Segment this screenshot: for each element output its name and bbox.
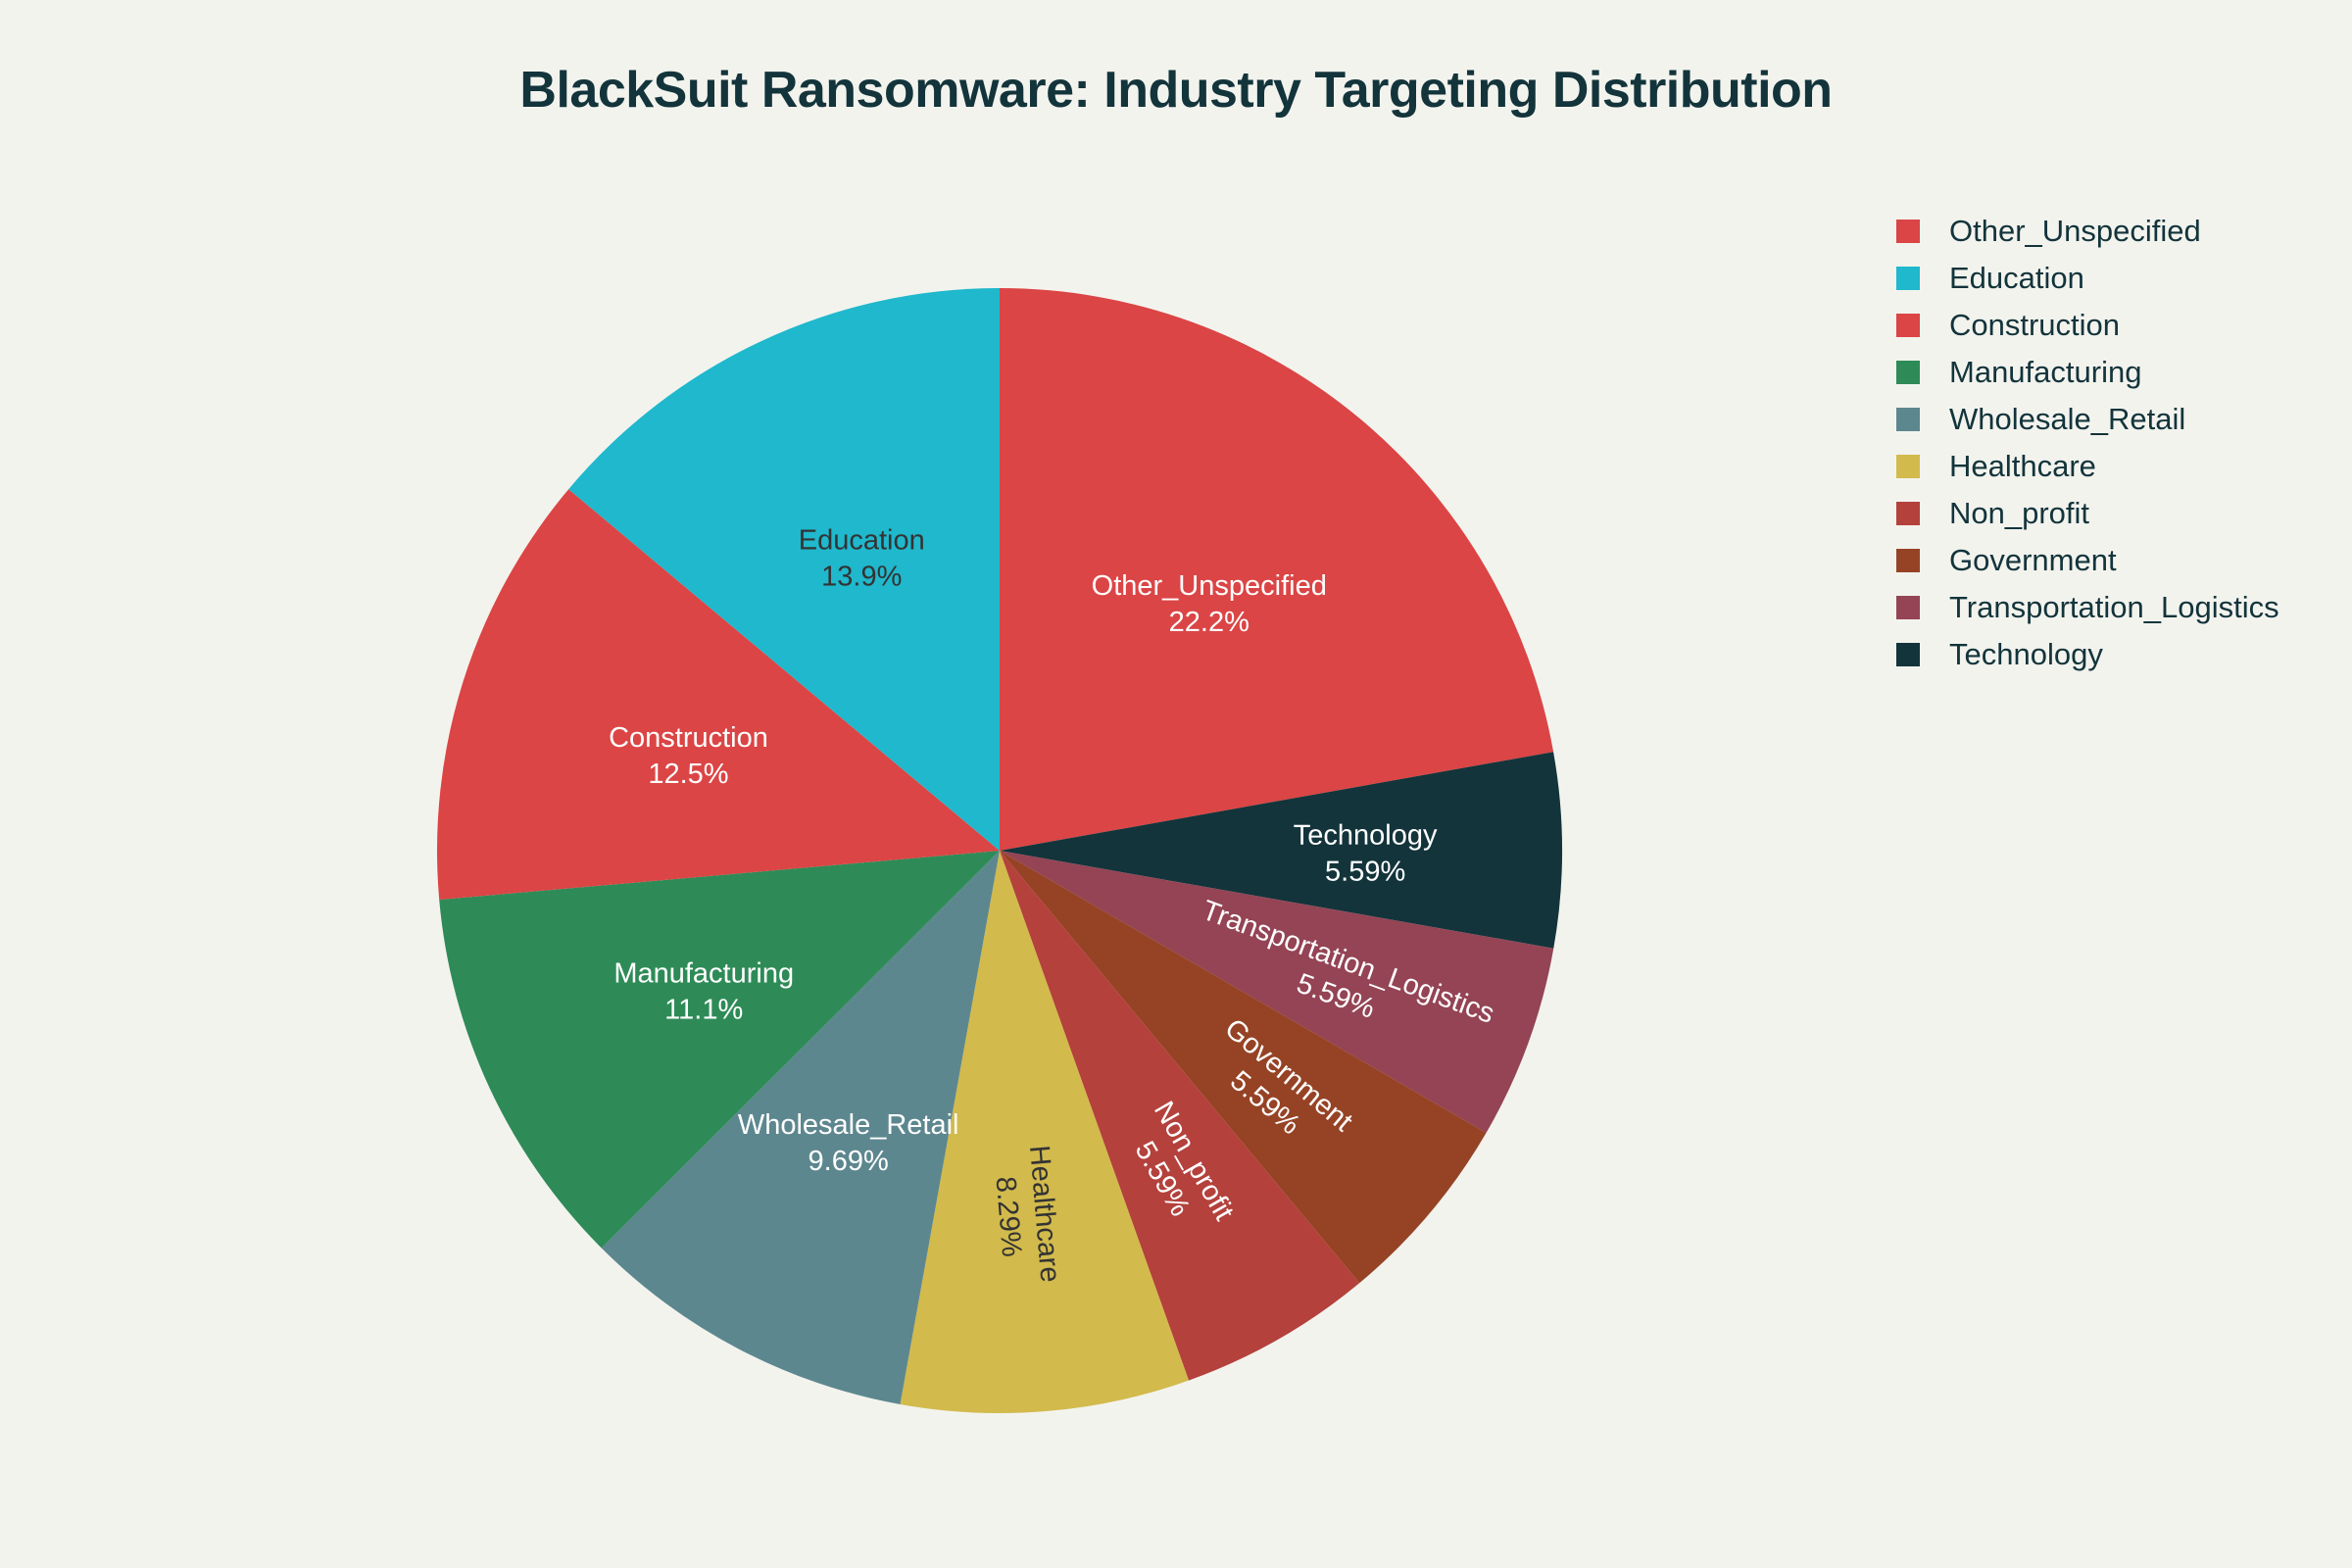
- legend-item-manufacturing[interactable]: Manufacturing: [1896, 349, 2328, 396]
- pie-slice-other-unspecified: [1000, 288, 1554, 851]
- slice-name-label: Other_Unspecified: [1092, 570, 1327, 602]
- pie-slice-construction: [437, 489, 1000, 901]
- legend-swatch: [1896, 455, 1920, 478]
- legend-swatch: [1896, 502, 1920, 525]
- slice-percent-label: 12.5%: [648, 759, 728, 790]
- legend-item-technology[interactable]: Technology: [1896, 631, 2328, 678]
- slice-name-label: Construction: [609, 722, 768, 754]
- slice-label-other-unspecified: Other_Unspecified 22.2%: [1092, 570, 1327, 638]
- legend-item-transportation-logistics[interactable]: Transportation_Logistics: [1896, 584, 2328, 631]
- legend-swatch: [1896, 408, 1920, 431]
- legend-swatch: [1896, 267, 1920, 290]
- legend-label: Transportation_Logistics: [1949, 590, 2279, 624]
- legend-label: Government: [1949, 543, 2117, 577]
- legend-label: Wholesale_Retail: [1949, 402, 2186, 436]
- pie-slice-transportation-logistics: [1000, 851, 1554, 1134]
- legend-swatch: [1896, 361, 1920, 384]
- legend-item-non-profit[interactable]: Non_profit: [1896, 490, 2328, 537]
- slice-name-label: Education: [799, 524, 925, 556]
- legend-item-education[interactable]: Education: [1896, 255, 2328, 302]
- legend-swatch: [1896, 643, 1920, 666]
- legend-item-construction[interactable]: Construction: [1896, 302, 2328, 349]
- pie-slice-technology: [1000, 752, 1562, 949]
- legend-item-other-unspecified[interactable]: Other_Unspecified: [1896, 208, 2328, 255]
- slice-label-construction: Construction 12.5%: [609, 722, 768, 790]
- legend-swatch: [1896, 314, 1920, 337]
- legend-label: Other_Unspecified: [1949, 214, 2201, 248]
- legend-label: Non_profit: [1949, 496, 2090, 530]
- chart-title: BlackSuit Ransomware: Industry Targeting…: [519, 62, 1833, 119]
- legend-label: Technology: [1949, 637, 2103, 671]
- legend-swatch: [1896, 220, 1920, 243]
- slice-label-education: Education 13.9%: [799, 524, 925, 592]
- chart-legend: Other_Unspecified Education Construction Ma…: [1896, 208, 2328, 678]
- legend-label: Education: [1949, 261, 2084, 295]
- slice-percent-label: 9.69%: [808, 1146, 889, 1177]
- pie-slice-manufacturing: [439, 851, 1000, 1249]
- slice-percent-label: 8.29%: [990, 1175, 1028, 1258]
- slice-label-manufacturing: Manufacturing 11.1%: [613, 958, 794, 1026]
- legend-swatch: [1896, 549, 1920, 572]
- pie-slice-healthcare: [900, 851, 1190, 1413]
- slice-percent-label: 22.2%: [1169, 607, 1250, 638]
- slice-percent-label: 5.59%: [1325, 857, 1405, 888]
- slice-label-technology: Technology 5.59%: [1294, 820, 1438, 888]
- slice-percent-label: 11.1%: [664, 995, 743, 1026]
- slice-name-label: Technology: [1294, 820, 1438, 852]
- slice-label-wholesale-retail: Wholesale_Retail 9.69%: [738, 1109, 959, 1177]
- pie-slice-education: [568, 288, 1000, 851]
- pie-slice-wholesale-retail: [601, 851, 1000, 1404]
- pie-slice-non-profit: [1000, 851, 1360, 1381]
- legend-label: Healthcare: [1949, 449, 2096, 483]
- legend-label: Manufacturing: [1949, 355, 2142, 389]
- legend-swatch: [1896, 596, 1920, 619]
- slice-percent-label: 13.9%: [821, 561, 902, 592]
- legend-label: Construction: [1949, 308, 2121, 342]
- legend-item-government[interactable]: Government: [1896, 537, 2328, 584]
- pie-slice-government: [1000, 851, 1487, 1284]
- legend-item-healthcare[interactable]: Healthcare: [1896, 443, 2328, 490]
- slice-name-label: Manufacturing: [613, 958, 794, 990]
- slice-name-label: Wholesale_Retail: [738, 1109, 959, 1141]
- legend-item-wholesale-retail[interactable]: Wholesale_Retail: [1896, 396, 2328, 443]
